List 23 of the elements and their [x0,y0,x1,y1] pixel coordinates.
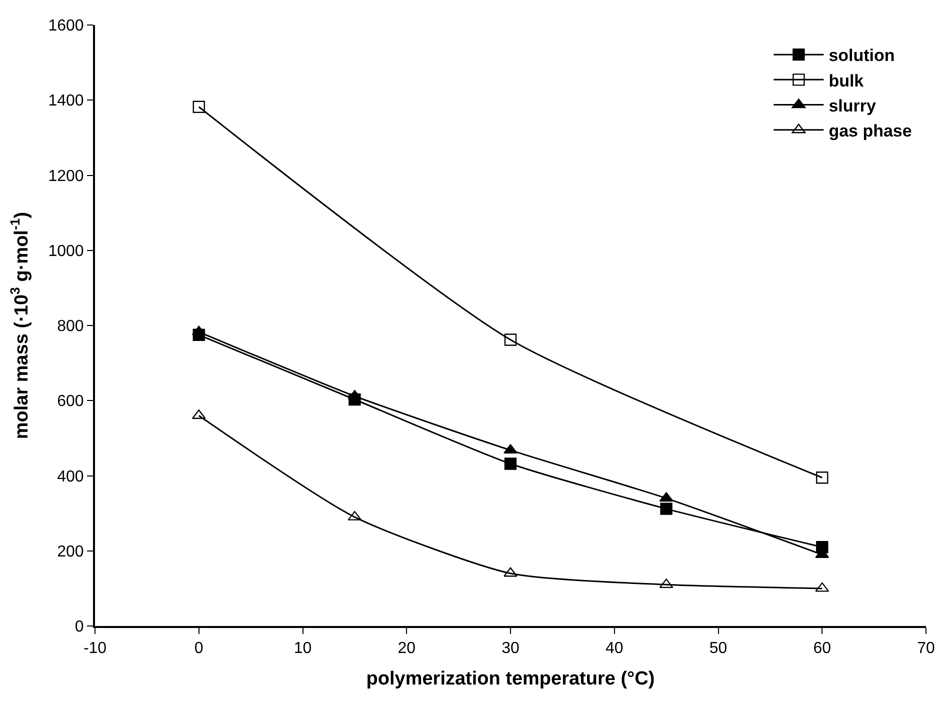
y-tick-label: 1400 [48,92,84,110]
legend-label: bulk [828,71,864,90]
y-tick-label: 400 [57,468,84,486]
x-tick-label: 70 [917,640,935,658]
y-tick-label: 800 [57,318,84,336]
x-tick-label: 20 [398,640,416,658]
x-tick-label: 50 [709,640,728,658]
x-tick-label: 30 [502,640,520,658]
y-tick-label: 200 [57,543,84,560]
x-axis-title: polymerization temperature (°C) [366,668,655,690]
x-tick-label: 40 [605,640,624,658]
y-tick-label: 1600 [48,18,84,35]
x-tick-label: 0 [194,640,204,658]
x-tick-label: 10 [294,640,312,658]
legend-label: gas phase [828,122,912,140]
y-tick-label: 600 [57,393,84,410]
y-tick-label: 1000 [48,242,84,260]
legend-label: solution [828,46,895,66]
y-tick-label: 1200 [48,168,84,185]
x-tick-label: -10 [83,640,107,658]
x-tick-label: 60 [813,640,832,658]
y-tick-label: 0 [74,618,84,636]
legend-label: slurry [828,96,876,116]
